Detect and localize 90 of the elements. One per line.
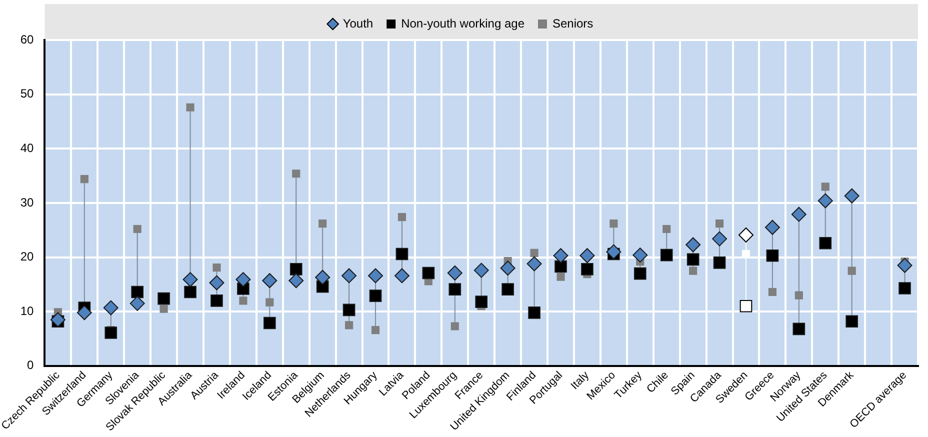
- point: [263, 316, 276, 330]
- point: [130, 296, 145, 311]
- point: [818, 193, 833, 208]
- point: [610, 220, 618, 228]
- point: [266, 298, 274, 306]
- point: [212, 264, 221, 272]
- point: [738, 227, 754, 242]
- point: [450, 322, 459, 330]
- point: [848, 266, 856, 275]
- point: [715, 220, 724, 228]
- point: [791, 206, 806, 222]
- point: [606, 244, 622, 260]
- point: [581, 263, 594, 276]
- point: [898, 282, 911, 294]
- y-tick-label: 40: [20, 140, 34, 155]
- point: [819, 236, 832, 250]
- point: [368, 268, 384, 284]
- point: [398, 213, 406, 222]
- point: [632, 248, 648, 263]
- point: [318, 220, 327, 228]
- point: [239, 296, 248, 305]
- point: [236, 272, 251, 288]
- point: [422, 266, 435, 280]
- point: [553, 248, 568, 264]
- point: [897, 258, 912, 273]
- y-tick-label: 30: [20, 195, 34, 210]
- point: [50, 312, 66, 328]
- point: [792, 322, 806, 336]
- point: [554, 260, 567, 273]
- point: [500, 260, 516, 276]
- point: [342, 268, 357, 284]
- point: [182, 272, 198, 288]
- point: [396, 248, 408, 260]
- legend-label: Seniors: [552, 16, 594, 30]
- point: [184, 286, 196, 298]
- point: [80, 175, 88, 184]
- point: [634, 267, 646, 280]
- legend-label: Youth: [342, 16, 374, 30]
- point: [210, 294, 223, 307]
- point: [846, 315, 858, 328]
- point: [371, 326, 380, 334]
- point: [292, 170, 300, 178]
- point: [502, 283, 514, 296]
- point: [160, 304, 168, 313]
- point: [447, 266, 462, 281]
- point: [580, 248, 595, 264]
- point: [686, 237, 701, 252]
- point: [104, 326, 118, 339]
- point: [448, 283, 462, 296]
- point: [740, 300, 752, 312]
- point: [131, 286, 144, 298]
- point: [288, 273, 304, 288]
- point: [158, 292, 170, 305]
- point: [342, 304, 356, 316]
- point: [794, 291, 803, 300]
- point: [394, 268, 410, 284]
- point: [821, 182, 830, 191]
- point: [528, 306, 540, 319]
- point: [475, 296, 488, 308]
- point: [133, 224, 142, 234]
- point: [262, 273, 278, 288]
- point: [689, 266, 698, 275]
- point: [766, 249, 779, 262]
- point: [768, 288, 776, 296]
- legend-label: Non-youth working age: [401, 16, 525, 30]
- point: [662, 224, 671, 234]
- point: [474, 262, 489, 278]
- y-tick-label: 60: [20, 32, 34, 46]
- point: [345, 321, 354, 330]
- point: [844, 188, 860, 204]
- y-tick-label: 50: [20, 86, 34, 101]
- point: [369, 290, 382, 302]
- point: [290, 263, 302, 276]
- y-tick-label: 0: [27, 358, 34, 372]
- point: [526, 256, 542, 272]
- point: [556, 272, 565, 281]
- point: [686, 253, 700, 266]
- point: [209, 275, 224, 290]
- point: [186, 103, 194, 112]
- point: [103, 300, 118, 316]
- x-tick-label: Italy: [568, 368, 592, 392]
- y-tick-label: 10: [20, 304, 34, 318]
- point: [315, 270, 330, 285]
- y-tick-label: 20: [20, 250, 34, 264]
- point: [76, 305, 92, 320]
- point: [530, 248, 538, 257]
- point: [764, 220, 780, 235]
- point: [713, 256, 726, 269]
- point: [712, 231, 728, 246]
- point: [660, 248, 673, 262]
